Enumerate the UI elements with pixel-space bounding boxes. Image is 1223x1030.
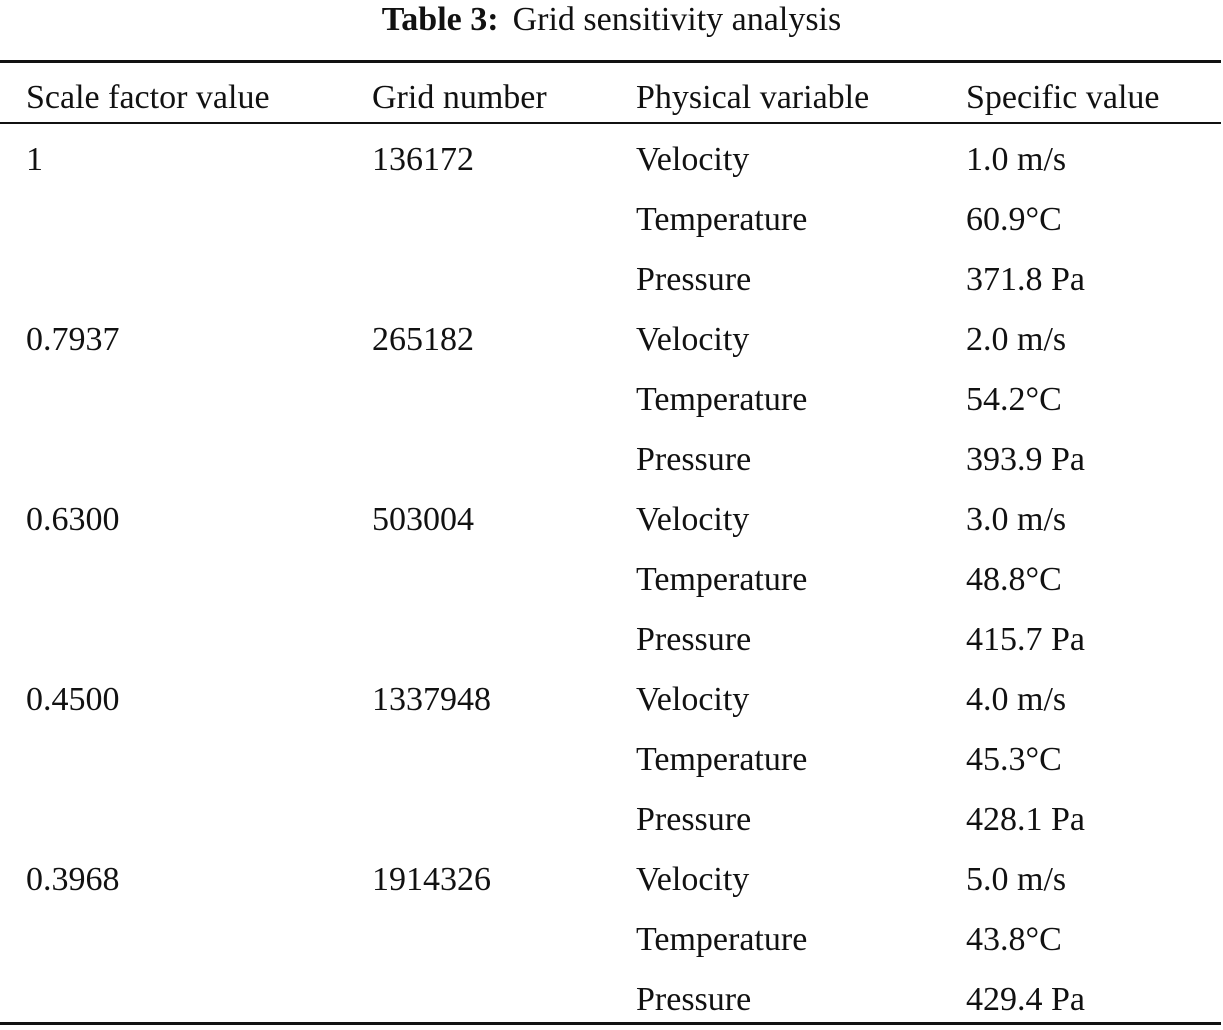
table-row: Pressure 393.9 Pa (0, 430, 1223, 490)
table-caption-title: Grid sensitivity analysis (512, 1, 842, 38)
scale-factor-cell: 0.3968 (26, 861, 120, 898)
table-header-rule (0, 122, 1221, 124)
table-header-row: Scale factor value Grid number Physical … (0, 68, 1223, 128)
column-header-grid-number: Grid number (372, 79, 547, 116)
physical-variable-cell: Temperature (636, 201, 808, 238)
specific-value-cell: 371.8 Pa (966, 261, 1085, 298)
column-header-physical-variable: Physical variable (636, 79, 870, 116)
physical-variable-cell: Velocity (636, 321, 750, 358)
table-row: 0.6300 503004 Velocity 3.0 m/s (0, 490, 1223, 550)
table-caption: Table 3: Grid sensitivity analysis (0, 0, 1223, 44)
table-row: Pressure 415.7 Pa (0, 610, 1223, 670)
specific-value-cell: 43.8°C (966, 921, 1062, 958)
column-header-specific-value: Specific value (966, 79, 1160, 116)
physical-variable-cell: Pressure (636, 981, 752, 1018)
table-row: Temperature 54.2°C (0, 370, 1223, 430)
scale-factor-cell: 0.4500 (26, 681, 120, 718)
specific-value-cell: 393.9 Pa (966, 441, 1085, 478)
table-row: 0.4500 1337948 Velocity 4.0 m/s (0, 670, 1223, 730)
specific-value-cell: 48.8°C (966, 561, 1062, 598)
table-row: 0.7937 265182 Velocity 2.0 m/s (0, 310, 1223, 370)
specific-value-cell: 45.3°C (966, 741, 1062, 778)
grid-number-cell: 1337948 (372, 681, 491, 718)
table-row: Temperature 45.3°C (0, 730, 1223, 790)
table-row: 1 136172 Velocity 1.0 m/s (0, 130, 1223, 190)
column-header-scale-factor: Scale factor value (26, 79, 270, 116)
table-row: 0.3968 1914326 Velocity 5.0 m/s (0, 850, 1223, 910)
specific-value-cell: 429.4 Pa (966, 981, 1085, 1018)
grid-number-cell: 1914326 (372, 861, 491, 898)
table-row: Pressure 428.1 Pa (0, 790, 1223, 850)
physical-variable-cell: Temperature (636, 741, 808, 778)
physical-variable-cell: Velocity (636, 501, 750, 538)
specific-value-cell: 2.0 m/s (966, 321, 1067, 358)
physical-variable-cell: Pressure (636, 621, 752, 658)
physical-variable-cell: Velocity (636, 141, 750, 178)
physical-variable-cell: Temperature (636, 921, 808, 958)
grid-number-cell: 265182 (372, 321, 474, 358)
scale-factor-cell: 0.6300 (26, 501, 120, 538)
physical-variable-cell: Temperature (636, 381, 808, 418)
grid-number-cell: 136172 (372, 141, 474, 178)
table-row: Pressure 371.8 Pa (0, 250, 1223, 310)
scale-factor-cell: 0.7937 (26, 321, 120, 358)
grid-number-cell: 503004 (372, 501, 474, 538)
specific-value-cell: 1.0 m/s (966, 141, 1067, 178)
table-row: Temperature 60.9°C (0, 190, 1223, 250)
specific-value-cell: 60.9°C (966, 201, 1062, 238)
table-caption-label: Table 3: (381, 1, 499, 38)
physical-variable-cell: Pressure (636, 441, 752, 478)
specific-value-cell: 415.7 Pa (966, 621, 1085, 658)
table-top-rule (0, 60, 1221, 63)
physical-variable-cell: Temperature (636, 561, 808, 598)
scale-factor-cell: 1 (26, 141, 43, 178)
specific-value-cell: 4.0 m/s (966, 681, 1067, 718)
table-row: Pressure 429.4 Pa (0, 970, 1223, 1030)
physical-variable-cell: Velocity (636, 681, 750, 718)
specific-value-cell: 428.1 Pa (966, 801, 1085, 838)
physical-variable-cell: Pressure (636, 261, 752, 298)
specific-value-cell: 54.2°C (966, 381, 1062, 418)
table-row: Temperature 48.8°C (0, 550, 1223, 610)
specific-value-cell: 3.0 m/s (966, 501, 1067, 538)
table-bottom-rule (0, 1022, 1221, 1025)
specific-value-cell: 5.0 m/s (966, 861, 1067, 898)
physical-variable-cell: Pressure (636, 801, 752, 838)
physical-variable-cell: Velocity (636, 861, 750, 898)
table-row: Temperature 43.8°C (0, 910, 1223, 970)
